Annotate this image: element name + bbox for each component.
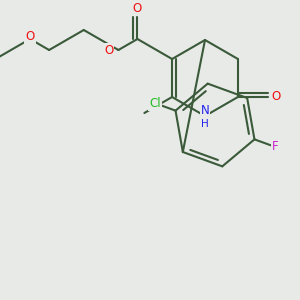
Text: O: O [133, 2, 142, 16]
Text: N: N [201, 104, 209, 118]
Text: O: O [104, 44, 113, 56]
Text: O: O [26, 31, 35, 44]
Text: F: F [272, 140, 278, 153]
Text: O: O [271, 91, 280, 103]
Text: H: H [201, 119, 209, 129]
Text: Cl: Cl [149, 97, 161, 110]
